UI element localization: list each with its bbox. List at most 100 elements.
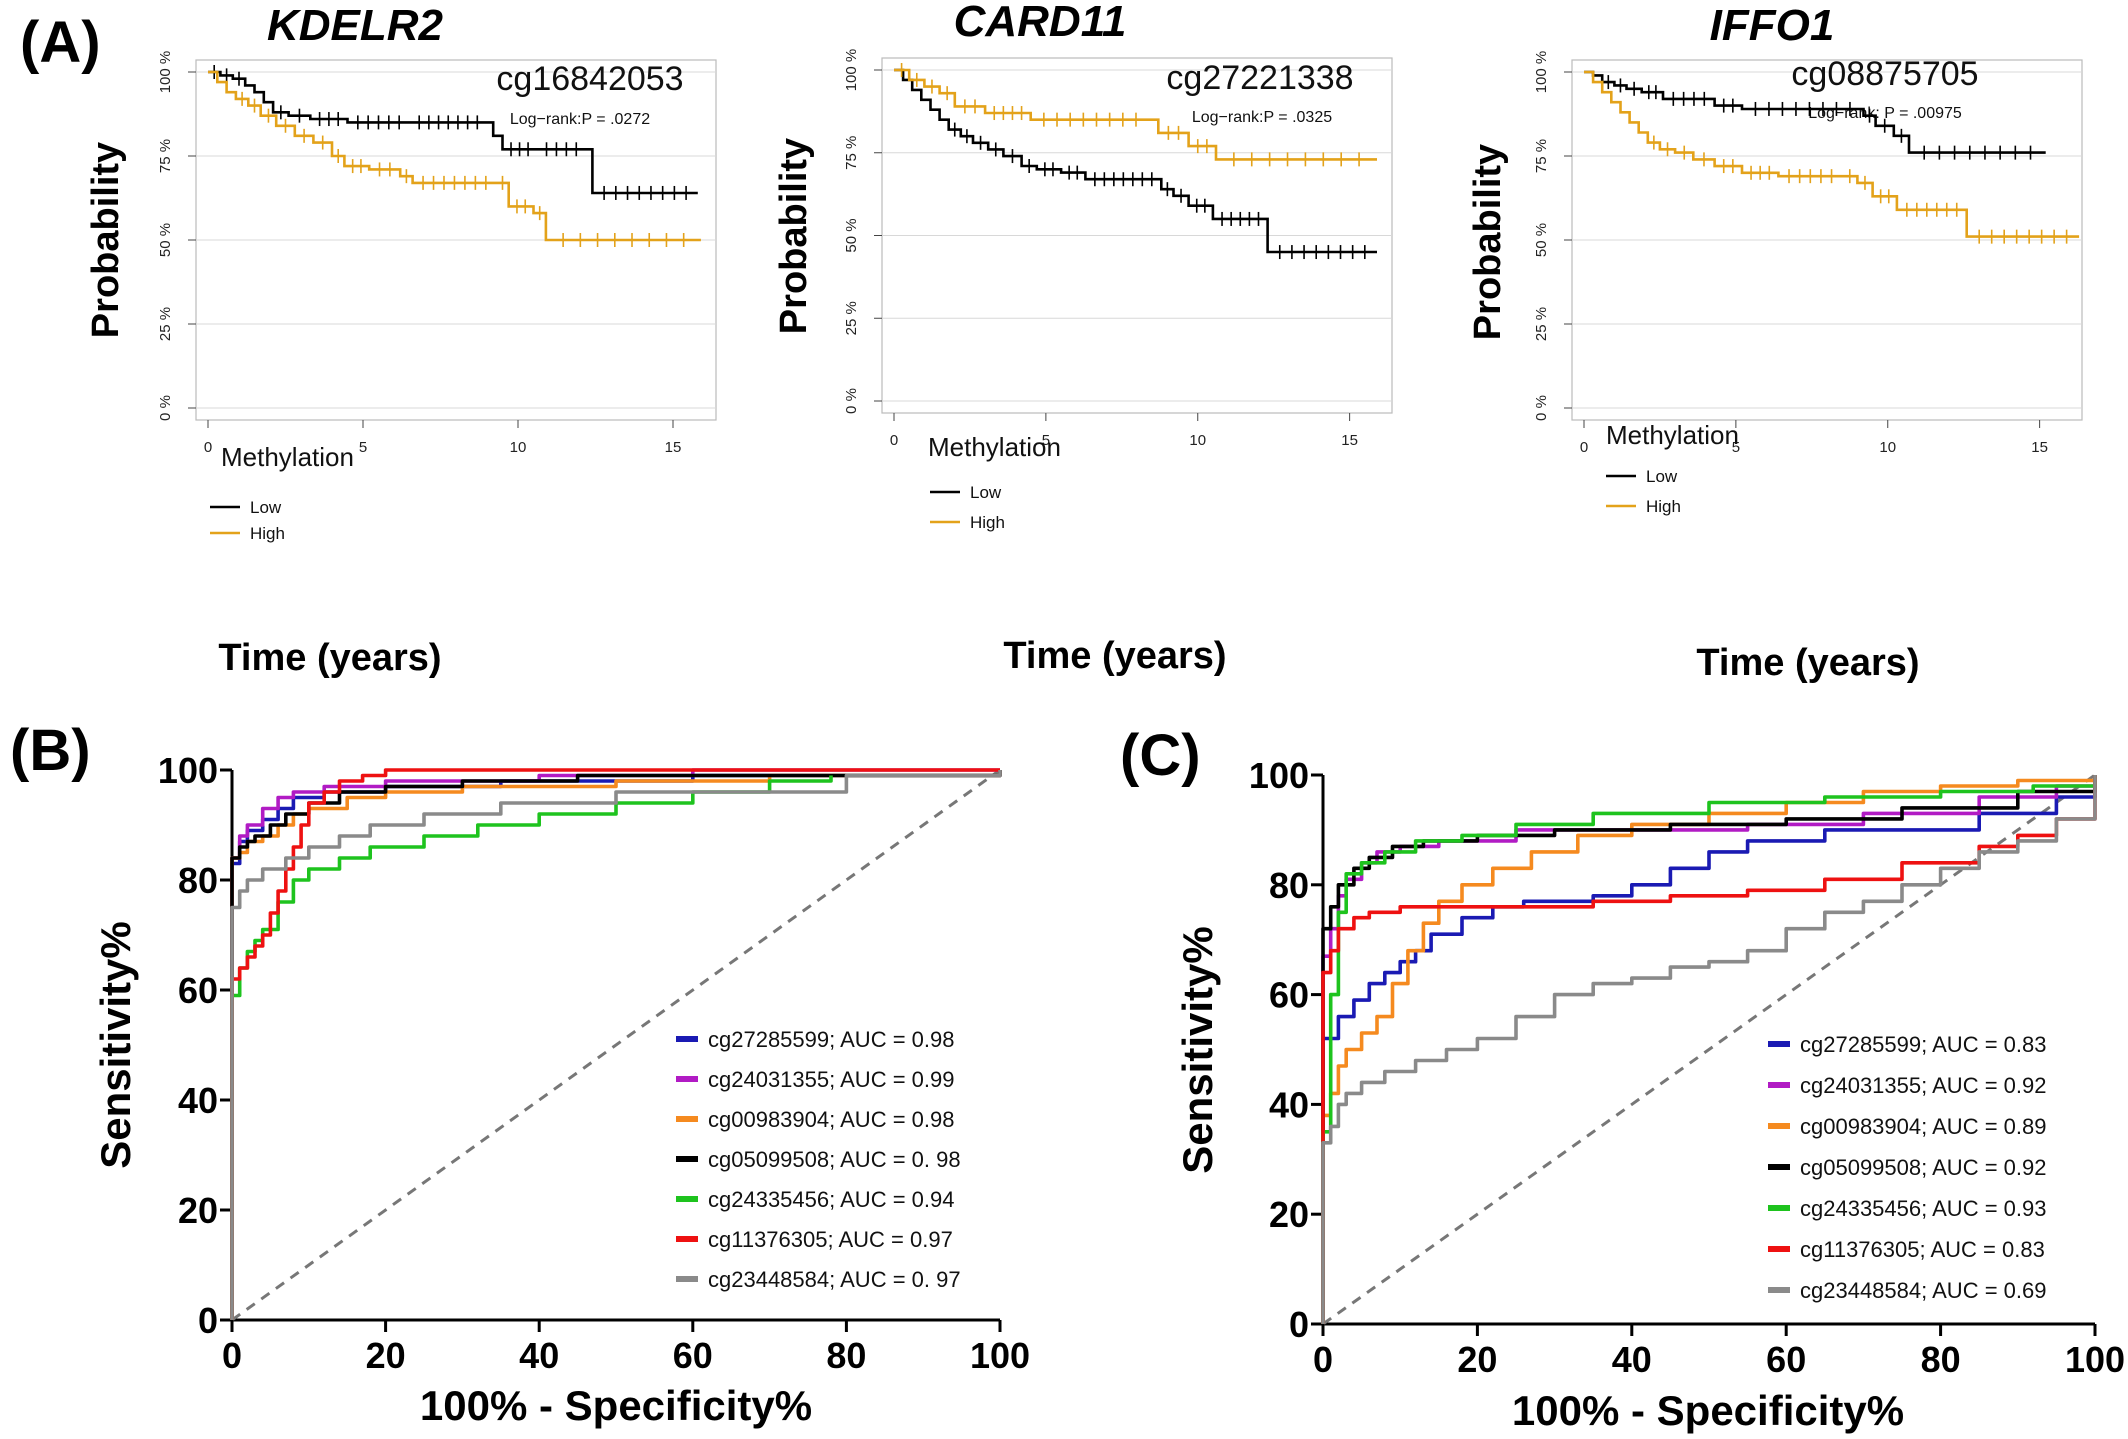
roc-legend-entry: cg11376305; AUC = 0.97: [708, 1227, 953, 1252]
roc-legend-entry: cg24335456; AUC = 0.94: [708, 1187, 954, 1212]
roc-curve-1: [230, 770, 1002, 1320]
roc-legend-entry: cg24031355; AUC = 0.99: [708, 1067, 954, 1092]
roc-xtick-label: 0: [1313, 1339, 1333, 1380]
km-title: CARD11: [954, 0, 1127, 46]
km-legend-title: Methylation: [221, 442, 354, 472]
km-ytick-label: 100 %: [157, 51, 174, 94]
km-legend-entry: High: [970, 513, 1005, 532]
km-xtick-label: 5: [1042, 432, 1050, 449]
roc-x-axis-label: 100% - Specificity%: [1512, 1387, 1904, 1434]
km-legend-title: Methylation: [928, 432, 1061, 462]
km-logrank-p: Log−rank:P = .0272: [510, 111, 650, 128]
km-legend-entry: High: [1646, 497, 1681, 516]
km-ytick-label: 25 %: [843, 301, 860, 335]
km-xtick-label: 10: [1879, 439, 1896, 456]
roc-ytick-label: 20: [178, 1190, 218, 1231]
km-x-axis-label: Time (years): [1696, 642, 1919, 684]
roc-ytick-label: 40: [1269, 1084, 1309, 1125]
km-xtick-label: 10: [510, 439, 527, 456]
km-xtick-label: 0: [890, 432, 898, 449]
roc-legend-entry: cg00983904; AUC = 0.89: [1800, 1114, 2046, 1139]
roc-ytick-label: 80: [1269, 865, 1309, 906]
km-ytick-label: 25 %: [1533, 307, 1550, 341]
roc-ytick-label: 40: [178, 1080, 218, 1121]
roc-ytick-label: 100: [158, 750, 218, 791]
roc-curve-1: [1321, 775, 2097, 1324]
roc-legend-entry: cg11376305; AUC = 0.83: [1800, 1237, 2045, 1262]
km-probe-id: cg08875705: [1791, 55, 1978, 93]
panel-letter-c: (C): [1120, 723, 1201, 788]
roc-legend-entry: cg05099508; AUC = 0. 98: [708, 1147, 961, 1172]
roc-curve-7: [230, 770, 1002, 1320]
roc-ytick-label: 60: [178, 970, 218, 1011]
km-curve-low: [894, 68, 1377, 254]
km-ytick-label: 25 %: [157, 307, 174, 341]
km-ytick-label: 100 %: [843, 49, 860, 92]
roc-legend-entry: cg27285599; AUC = 0.83: [1800, 1032, 2046, 1057]
roc-xtick-label: 40: [1612, 1339, 1652, 1380]
roc-curve-7: [1321, 775, 2097, 1324]
km-probe-id: cg27221338: [1166, 59, 1353, 97]
roc-legend-entry: cg23448584; AUC = 0. 97: [708, 1267, 961, 1292]
roc-curve-2: [230, 768, 1000, 1320]
roc-legend-entry: cg27285599; AUC = 0.98: [708, 1027, 954, 1052]
km-ytick-label: 50 %: [1533, 223, 1550, 257]
roc-curve-5: [1321, 775, 2097, 1324]
km-curve-high: [894, 68, 1377, 161]
km-ytick-label: 100 %: [1533, 51, 1550, 94]
km-ytick-label: 0 %: [157, 395, 174, 421]
km-panel-3: 0 % 25 % 50 % 75 % 100 % 0 5 10 15 IFFO1 Time (yea…: [1467, 1, 2083, 684]
km-curve-high: [208, 70, 701, 242]
panel-letter-a: (A): [20, 10, 101, 75]
roc-curve-6: [1321, 775, 2097, 1324]
roc-panel-1: 0 20 40 60 80 100 0 20 40 60 80 100 100% - Specifici…: [92, 750, 1030, 1429]
km-panel-2: 0 % 25 % 50 % 75 % 100 % 0 5 10 15 CARD11 Time (ye…: [773, 0, 1393, 677]
roc-ytick-label: 100: [1249, 755, 1309, 796]
km-title: KDELR2: [267, 1, 444, 50]
panel-letter-b: (B): [10, 718, 91, 783]
roc-xtick-label: 60: [1766, 1339, 1806, 1380]
roc-xtick-label: 60: [673, 1335, 713, 1376]
km-ytick-label: 75 %: [1533, 139, 1550, 173]
km-ytick-label: 50 %: [843, 218, 860, 252]
km-legend-entry: Low: [1646, 467, 1678, 486]
roc-xtick-label: 80: [826, 1335, 866, 1376]
km-legend-title: Methylation: [1606, 420, 1739, 450]
km-xtick-label: 0: [204, 439, 212, 456]
km-y-axis-label: Probability: [85, 142, 127, 338]
roc-xtick-label: 0: [222, 1335, 242, 1376]
km-x-axis-label: Time (years): [1003, 635, 1226, 677]
roc-xtick-label: 80: [1921, 1339, 1961, 1380]
km-curve-high: [1584, 70, 2080, 238]
km-ytick-label: 75 %: [843, 136, 860, 170]
km-curve-low: [1584, 70, 2046, 154]
roc-y-axis-label: Sensitivity%: [1174, 926, 1221, 1173]
roc-reference-diagonal: [231, 768, 1001, 1322]
roc-y-axis-label: Sensitivity%: [92, 921, 139, 1168]
roc-xtick-label: 100: [2065, 1339, 2125, 1380]
km-xtick-label: 15: [665, 439, 682, 456]
km-ytick-label: 0 %: [843, 388, 860, 414]
km-logrank-p: Log−rank:P = .0325: [1192, 109, 1332, 126]
roc-curve-4: [230, 770, 1002, 1320]
km-ytick-label: 50 %: [157, 223, 174, 257]
roc-ytick-label: 60: [1269, 975, 1309, 1016]
roc-ytick-label: 20: [1269, 1194, 1309, 1235]
km-y-axis-label: Probability: [1467, 144, 1509, 340]
roc-legend-entry: cg24031355; AUC = 0.92: [1800, 1073, 2046, 1098]
km-xtick-label: 15: [2031, 439, 2048, 456]
roc-curve-3: [1321, 775, 2097, 1324]
km-xtick-label: 10: [1189, 432, 1206, 449]
roc-panel-2: 0 20 40 60 80 100 0 20 40 60 80 100 100% - Specifici…: [1174, 755, 2125, 1434]
roc-xtick-label: 20: [1457, 1339, 1497, 1380]
roc-xtick-label: 40: [519, 1335, 559, 1376]
roc-legend-entry: cg24335456; AUC = 0.93: [1800, 1196, 2046, 1221]
km-legend-entry: Low: [250, 498, 282, 517]
roc-legend-entry: cg00983904; AUC = 0.98: [708, 1107, 954, 1132]
roc-curve-5: [230, 775, 833, 1320]
km-xtick-label: 5: [359, 439, 367, 456]
km-xtick-label: 15: [1341, 432, 1358, 449]
roc-x-axis-label: 100% - Specificity%: [420, 1382, 812, 1429]
